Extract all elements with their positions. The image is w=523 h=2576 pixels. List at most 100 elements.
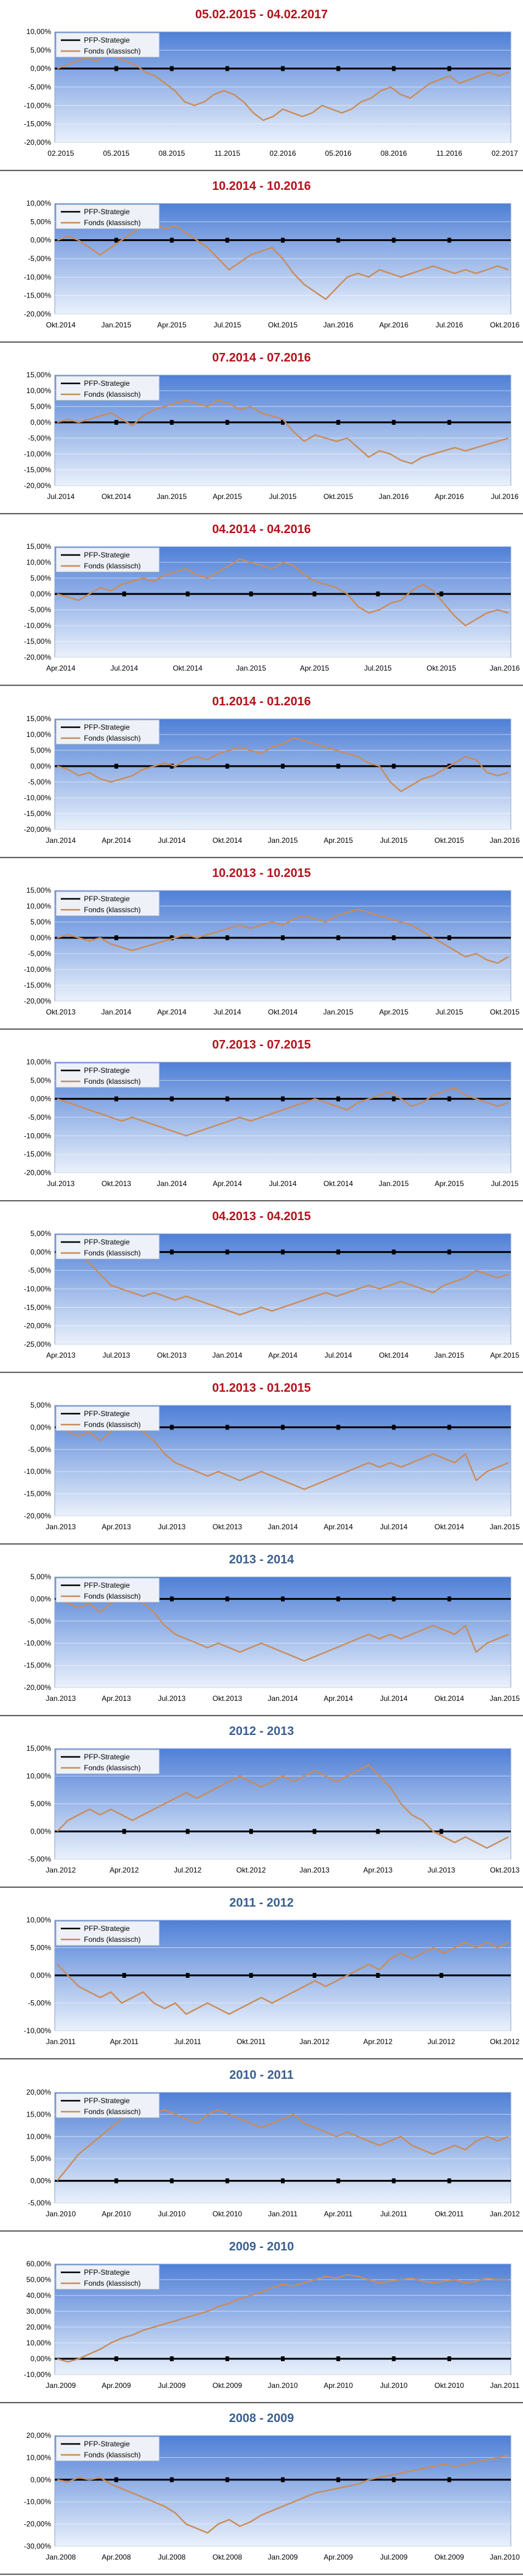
legend: PFP-Strategie Fonds (klassisch) [55, 547, 160, 573]
legend: PFP-Strategie Fonds (klassisch) [55, 2436, 160, 2462]
strategy-marker [225, 1425, 229, 1430]
chart-panel: 10.2014 - 10.2016 10,00% 5,00% 0,00% -5,00% -… [0, 172, 523, 343]
y-tick-label: 10,00% [26, 27, 51, 36]
legend-fonds-label: Fonds (klassisch) [84, 2279, 140, 2288]
x-tick-label: Apr.2009 [324, 2553, 353, 2561]
y-tick-label: -20,00% [24, 138, 51, 147]
y-tick-label: -10,00% [24, 273, 51, 281]
strategy-marker [336, 935, 341, 940]
legend-strategy-label: PFP-Strategie [84, 1066, 130, 1075]
y-tick-label: -20,00% [24, 2519, 51, 2528]
strategy-marker [281, 1096, 285, 1101]
fonds-line [57, 2274, 508, 2363]
strategy-marker [392, 763, 396, 769]
strategy-marker [392, 935, 396, 940]
y-tick-label: 0,00% [30, 1094, 51, 1103]
x-tick-label: Okt.2013 [212, 1694, 242, 1703]
y-tick-label: 5,00% [30, 1401, 51, 1409]
x-tick-label: Okt.2015 [324, 492, 353, 501]
strategy-marker [336, 66, 341, 71]
fonds-line [57, 908, 509, 964]
chart-panel: 10.2013 - 10.2015 15,00% 10,00% 5,00% 0,00% -… [0, 859, 523, 1030]
strategy-marker [114, 237, 119, 243]
x-tick-label: 05.2015 [103, 149, 130, 158]
x-tick-label: Jul.2013 [47, 1179, 75, 1188]
legend-fonds-label: Fonds (klassisch) [84, 1935, 140, 1944]
strategy-marker [336, 237, 341, 243]
strategy-marker [114, 2477, 119, 2482]
x-tick-label: Jan.2015 [379, 1179, 409, 1188]
chart-title: 04.2014 - 04.2016 [212, 523, 311, 536]
strategy-marker [439, 1829, 443, 1834]
x-tick-label: Apr.2011 [324, 2210, 353, 2218]
x-tick-label: Jan.2016 [490, 664, 520, 672]
line-chart: 2012 - 2013 15,00% 10,00% 5,00% 0,00% -5,00% J… [0, 1725, 523, 1888]
x-tick-label: Okt.2012 [237, 1866, 266, 1874]
strategy-marker [185, 592, 190, 597]
x-tick-label: Jul.2015 [269, 492, 297, 501]
strategy-marker [281, 763, 285, 769]
x-tick-label: Jan.2011 [490, 2381, 520, 2390]
y-tick-label: 5,00% [30, 1076, 51, 1084]
y-tick-label: -20,00% [24, 1683, 51, 1692]
strategy-marker [281, 2356, 285, 2361]
chart-title: 01.2013 - 01.2015 [212, 1381, 311, 1395]
y-tick-label: -10,00% [24, 2497, 51, 2506]
y-tick-label: 30,00% [26, 2307, 51, 2316]
x-tick-label: Jul.2008 [158, 2553, 186, 2561]
legend: PFP-Strategie Fonds (klassisch) [55, 719, 160, 745]
y-tick-label: 5,00% [30, 1944, 51, 1952]
x-tick-label: Jan.2013 [299, 1866, 330, 1874]
x-tick-label: 02.2017 [491, 149, 518, 158]
legend: PFP-Strategie Fonds (klassisch) [55, 32, 160, 58]
strategy-marker [185, 1973, 190, 1978]
strategy-marker [281, 935, 285, 940]
x-tick-label: Jan.2010 [46, 2210, 76, 2218]
y-tick-label: -5,00% [28, 1999, 51, 2008]
x-tick-label: Okt.2015 [434, 836, 464, 845]
x-tick-label: Jul.2014 [47, 492, 75, 501]
y-tick-label: -10,00% [24, 621, 51, 630]
strategy-marker [281, 2178, 285, 2183]
legend-box [55, 2093, 160, 2118]
x-tick-label: 02.2016 [269, 149, 296, 158]
chart-panel: 2012 - 2013 15,00% 10,00% 5,00% 0,00% -5,00% J… [0, 1717, 523, 1888]
legend-box [55, 719, 160, 745]
fonds-line [57, 558, 509, 627]
strategy-marker [225, 1249, 229, 1255]
chart-title: 2013 - 2014 [229, 1553, 295, 1566]
y-tick-label: -10,00% [24, 2026, 51, 2035]
strategy-marker [336, 1596, 341, 1602]
strategy-marker [392, 1249, 396, 1255]
x-tick-label: Jul.2015 [491, 1179, 519, 1188]
y-tick-label: -20,00% [24, 1322, 51, 1330]
strategy-marker [447, 1425, 451, 1430]
legend: PFP-Strategie Fonds (klassisch) [55, 2264, 160, 2290]
legend-box [55, 375, 160, 401]
y-tick-label: -10,00% [24, 1285, 51, 1293]
legend: PFP-Strategie Fonds (klassisch) [55, 1577, 160, 1603]
x-tick-label: Jan.2014 [46, 836, 76, 845]
legend-fonds-label: Fonds (klassisch) [84, 734, 140, 742]
y-tick-label: 15,00% [26, 542, 51, 551]
strategy-marker [336, 2477, 341, 2482]
legend-fonds-label: Fonds (klassisch) [84, 1592, 140, 1600]
line-chart: 2009 - 2010 60,00% 50,00% 40,00% 30,00% 20,00… [0, 2240, 523, 2403]
legend: PFP-Strategie Fonds (klassisch) [55, 204, 160, 229]
x-tick-label: Okt.2014 [46, 321, 76, 329]
y-tick-label: 10,00% [26, 1916, 51, 1924]
x-tick-label: Jul.2010 [158, 2210, 186, 2218]
x-tick-label: Okt.2008 [212, 2553, 242, 2561]
chart-title: 2010 - 2011 [229, 2068, 294, 2082]
strategy-marker [281, 2477, 285, 2482]
y-tick-label: 5,00% [30, 1799, 51, 1808]
x-tick-label: Apr.2013 [102, 1694, 131, 1703]
line-chart: 2013 - 2014 5,00% 0,00% -5,00% -10,00% -15,00… [0, 1553, 523, 1717]
chart-title: 10.2013 - 10.2015 [212, 867, 311, 880]
strategy-marker [114, 66, 119, 71]
x-tick-label: Jul.2013 [158, 1694, 186, 1703]
legend-strategy-label: PFP-Strategie [84, 379, 130, 388]
x-tick-label: Apr.2015 [300, 664, 329, 672]
strategy-marker [392, 2356, 396, 2361]
